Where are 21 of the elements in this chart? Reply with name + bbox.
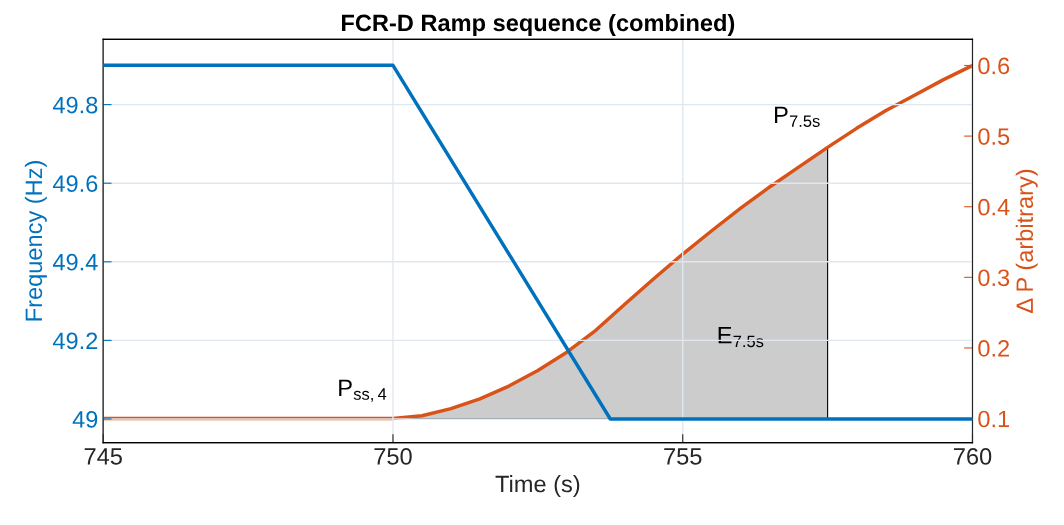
chart-title: FCR-D Ramp sequence (combined) [342,13,735,36]
y-tick-label: 49.6 [52,175,98,192]
annotation: P$_{7.5s}$ [775,106,820,127]
y2-tick-label: 0.6 [978,57,1010,75]
y-tick-label: 49.2 [52,332,98,350]
y-tick-label: 49.8 [52,96,98,114]
x-tick-label: 755 [664,448,702,465]
y-tick-label: 49 [72,411,98,428]
y-axis-title: Frequency (Hz) [24,161,47,321]
x-tick-label: 750 [374,448,412,465]
y2-tick-label: 0.5 [978,128,1010,145]
y2-tick-label: 0.2 [978,340,1009,357]
x-axis-title: Time (s) [495,475,580,497]
y2-tick-label: 0.3 [978,269,1010,287]
y2-tick-label: 0.4 [978,198,1010,216]
y-tick-label: 49.4 [52,253,98,271]
x-tick-label: 745 [84,448,122,465]
y2-tick-label: 0.1 [978,410,1010,428]
annotation: P$_{ss,4}$ [339,379,387,402]
y2-axis-title: Δ P (arbitrary) [1015,169,1038,313]
x-tick-label: 760 [954,448,992,465]
